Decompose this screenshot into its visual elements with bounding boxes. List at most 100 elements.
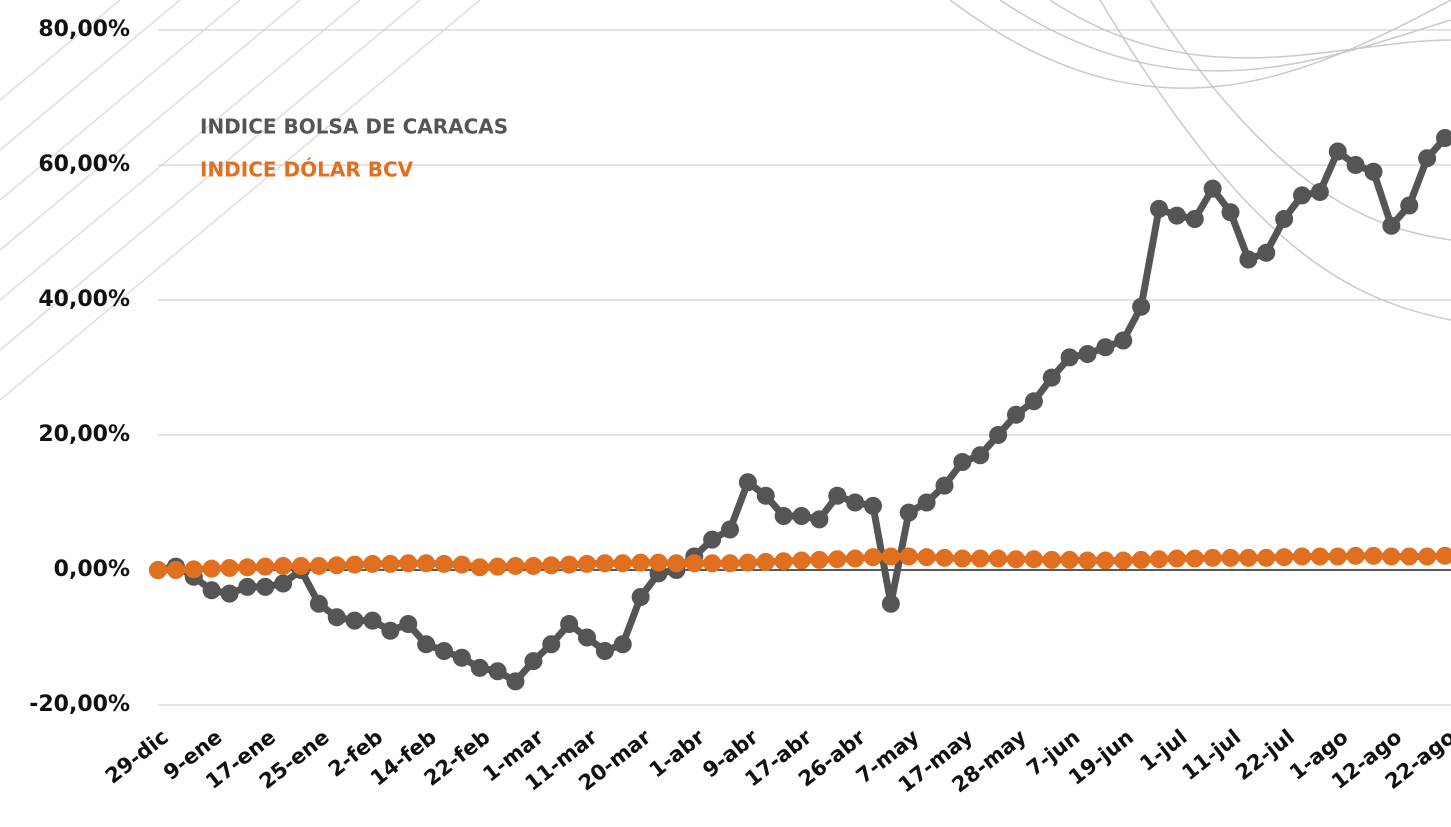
data-point — [524, 557, 542, 575]
y-tick-label: 0,00% — [54, 557, 130, 582]
data-point — [793, 507, 811, 525]
data-point — [918, 494, 936, 512]
data-point — [882, 548, 900, 566]
legend-entry: INDICE BOLSA DE CARACAS — [200, 115, 508, 139]
data-point — [1347, 547, 1365, 565]
data-point — [953, 453, 971, 471]
data-point — [453, 556, 471, 574]
data-point — [1222, 549, 1240, 567]
x-tick-label: 11-jul — [1177, 725, 1245, 785]
data-point — [256, 558, 274, 576]
y-tick-label: -20,00% — [29, 692, 130, 717]
data-point — [846, 550, 864, 568]
data-point — [1204, 180, 1222, 198]
data-point — [1239, 549, 1257, 567]
data-point — [614, 635, 632, 653]
data-point — [1293, 186, 1311, 204]
data-point — [1436, 547, 1451, 565]
data-point — [578, 629, 596, 647]
data-point — [1275, 210, 1293, 228]
data-point — [1168, 550, 1186, 568]
series-line — [158, 138, 1445, 681]
data-point — [846, 494, 864, 512]
data-point — [703, 531, 721, 549]
data-point — [971, 550, 989, 568]
data-point — [685, 554, 703, 572]
data-point — [507, 672, 525, 690]
data-point — [203, 560, 221, 578]
data-point — [1400, 548, 1418, 566]
data-point — [775, 552, 793, 570]
data-point — [221, 585, 239, 603]
data-point — [1043, 369, 1061, 387]
data-point — [185, 560, 203, 578]
data-point — [149, 561, 167, 579]
data-point — [721, 554, 739, 572]
data-point — [596, 554, 614, 572]
data-point — [346, 556, 364, 574]
data-point — [1007, 406, 1025, 424]
data-point — [703, 554, 721, 572]
data-point — [542, 556, 560, 574]
y-tick-label: 20,00% — [38, 422, 130, 447]
data-point — [1025, 550, 1043, 568]
data-point — [328, 556, 346, 574]
data-point — [256, 578, 274, 596]
data-point — [1418, 149, 1436, 167]
data-point — [667, 554, 685, 572]
y-tick-label: 60,00% — [38, 152, 130, 177]
data-point — [1365, 163, 1383, 181]
data-point — [989, 550, 1007, 568]
data-point — [1114, 552, 1132, 570]
data-point — [1311, 548, 1329, 566]
data-point — [1382, 548, 1400, 566]
data-point — [346, 612, 364, 630]
data-point — [1257, 549, 1275, 567]
data-point — [918, 548, 936, 566]
data-point — [1061, 348, 1079, 366]
data-point — [1150, 200, 1168, 218]
data-point — [1168, 207, 1186, 225]
data-point — [542, 635, 560, 653]
data-point — [203, 581, 221, 599]
data-point — [524, 652, 542, 670]
data-point — [471, 659, 489, 677]
data-point — [1239, 251, 1257, 269]
data-point — [1132, 298, 1150, 316]
data-point — [936, 477, 954, 495]
data-point — [1025, 392, 1043, 410]
data-point — [864, 548, 882, 566]
data-point — [1079, 345, 1097, 363]
data-point — [828, 550, 846, 568]
data-point — [435, 642, 453, 660]
background-decor — [0, 0, 1451, 400]
data-point — [1061, 551, 1079, 569]
data-point — [900, 504, 918, 522]
data-point — [721, 521, 739, 539]
data-point — [757, 487, 775, 505]
data-point — [1043, 551, 1061, 569]
data-point — [632, 554, 650, 572]
data-point — [1222, 203, 1240, 221]
data-point — [632, 588, 650, 606]
data-point — [775, 507, 793, 525]
data-point — [310, 557, 328, 575]
data-point — [810, 551, 828, 569]
data-point — [1114, 332, 1132, 350]
data-point — [328, 608, 346, 626]
data-point — [381, 555, 399, 573]
data-point — [167, 561, 185, 579]
data-point — [399, 554, 417, 572]
data-point — [953, 550, 971, 568]
data-point — [739, 554, 757, 572]
data-point — [936, 549, 954, 567]
data-point — [989, 426, 1007, 444]
data-point — [435, 555, 453, 573]
data-point — [828, 487, 846, 505]
data-point — [489, 662, 507, 680]
data-point — [578, 555, 596, 573]
data-point — [489, 558, 507, 576]
data-point — [1275, 548, 1293, 566]
data-point — [1365, 547, 1383, 565]
data-point — [650, 554, 668, 572]
